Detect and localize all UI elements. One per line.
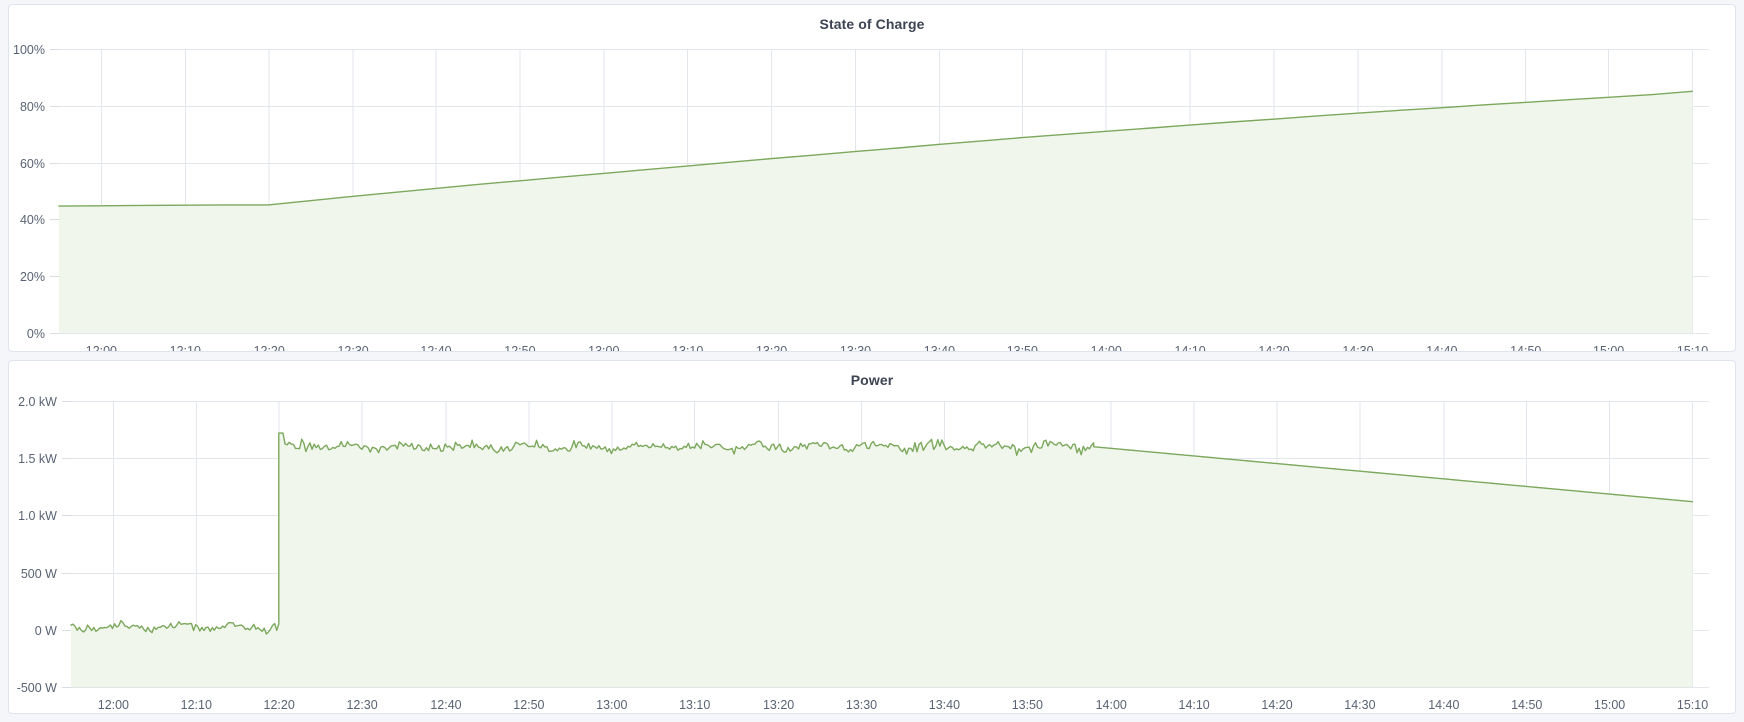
- x-tick-label: 14:10: [1179, 698, 1210, 712]
- x-tick-label: 14:00: [1091, 344, 1122, 351]
- chart-power[interactable]: -500 W 0 W 500 W 1.0 kW 1.5 kW 2.0 kW 12:00 12:…: [9, 361, 1735, 713]
- x-tick-label: 15:00: [1594, 698, 1625, 712]
- x-tick-label: 14:30: [1344, 698, 1375, 712]
- series-area: [70, 433, 1693, 687]
- x-tick-label: 13:50: [1007, 344, 1038, 351]
- x-tick-label: 13:30: [840, 344, 871, 351]
- x-tick-label: 12:30: [337, 344, 368, 351]
- x-tick-label: 14:50: [1510, 344, 1541, 351]
- x-tick-label: 12:10: [170, 344, 201, 351]
- x-tick-label: 14:10: [1175, 344, 1206, 351]
- x-tick-label: 14:20: [1258, 344, 1289, 351]
- x-tick-label: 12:00: [98, 698, 129, 712]
- y-tick-label: 500 W: [21, 567, 57, 581]
- chart-state-of-charge[interactable]: 0% 20% 40% 60% 80% 100% 12:00 12:10 12:20 12:30 12…: [9, 5, 1735, 351]
- panel-power: Power -500 W 0 W 500 W 1.0 kW 1.5 kW 2.0 kW 12…: [8, 360, 1736, 714]
- x-tick-label: 13:40: [924, 344, 955, 351]
- y-tick-label: 20%: [20, 270, 45, 284]
- state-of-charge-plot[interactable]: 0% 20% 40% 60% 80% 100% 12:00 12:10 12:20 12:30 12…: [9, 5, 1735, 351]
- y-tick-label: 80%: [20, 100, 45, 114]
- x-tick-label: 12:20: [254, 344, 285, 351]
- x-tick-label: 15:10: [1677, 344, 1708, 351]
- y-tick-label: 1.0 kW: [18, 509, 57, 523]
- series-line: [70, 432, 1694, 635]
- x-tick-label: 12:50: [513, 698, 544, 712]
- x-tick-label: 13:20: [756, 344, 787, 351]
- x-tick-label: 14:50: [1511, 698, 1542, 712]
- x-tick-label: 13:50: [1012, 698, 1043, 712]
- x-tick-label: 12:40: [430, 698, 461, 712]
- x-tick-label: 13:00: [596, 698, 627, 712]
- y-tick-label: 0%: [27, 327, 45, 341]
- x-tick-label: 12:50: [504, 344, 535, 351]
- y-tick-label: 1.5 kW: [18, 452, 57, 466]
- x-tick-label: 14:40: [1428, 698, 1459, 712]
- x-tick-label: 12:00: [86, 344, 117, 351]
- y-tick-label: 2.0 kW: [18, 395, 57, 409]
- y-tick-label: 0 W: [35, 624, 57, 638]
- x-tick-label: 14:20: [1261, 698, 1292, 712]
- x-tick-label: 13:40: [929, 698, 960, 712]
- x-tick-label: 13:10: [672, 344, 703, 351]
- x-tick-label: 12:10: [181, 698, 212, 712]
- x-tick-label: 14:40: [1426, 344, 1457, 351]
- x-tick-label: 12:30: [346, 698, 377, 712]
- x-tick-label: 13:20: [763, 698, 794, 712]
- x-tick-label: 12:20: [264, 698, 295, 712]
- series-area: [58, 91, 1693, 333]
- panel-title-power: Power: [850, 372, 894, 388]
- y-tick-label: 60%: [20, 157, 45, 171]
- power-plot[interactable]: -500 W 0 W 500 W 1.0 kW 1.5 kW 2.0 kW 12:00 12:…: [9, 361, 1735, 713]
- x-tick-label: 15:10: [1677, 698, 1708, 712]
- panel-state-of-charge: State of Charge 0% 20% 40% 60% 80% 100% 12:00 1…: [8, 4, 1736, 352]
- panel-title-state-of-charge: State of Charge: [819, 16, 925, 32]
- x-tick-label: 13:00: [588, 344, 619, 351]
- y-tick-label: 100%: [13, 43, 45, 57]
- x-tick-label: 13:10: [679, 698, 710, 712]
- x-tick-label: 14:30: [1342, 344, 1373, 351]
- x-tick-label: 13:30: [846, 698, 877, 712]
- x-tick-label: 15:00: [1593, 344, 1624, 351]
- y-tick-label: -500 W: [17, 681, 57, 695]
- x-tick-label: 14:00: [1096, 698, 1127, 712]
- y-tick-label: 40%: [20, 213, 45, 227]
- series-line: [58, 90, 1693, 207]
- x-tick-label: 12:40: [420, 344, 451, 351]
